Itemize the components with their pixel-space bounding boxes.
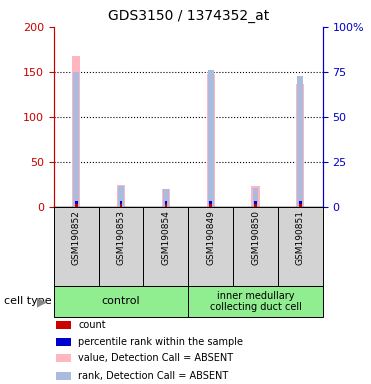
Text: GSM190854: GSM190854 xyxy=(161,210,170,265)
Bar xyxy=(144,207,188,286)
Bar xyxy=(99,207,144,286)
Text: GSM190849: GSM190849 xyxy=(206,210,215,265)
Bar xyxy=(299,204,302,207)
Bar xyxy=(56,354,71,362)
Bar xyxy=(56,338,71,346)
Bar xyxy=(164,200,167,204)
Bar xyxy=(188,207,233,286)
Bar xyxy=(54,207,99,286)
Bar xyxy=(252,186,260,207)
Bar xyxy=(207,74,215,207)
Bar xyxy=(278,207,323,286)
Bar xyxy=(188,286,323,317)
Bar xyxy=(296,84,304,207)
Bar xyxy=(209,204,212,207)
Bar xyxy=(163,189,169,207)
Bar xyxy=(298,76,303,207)
Text: GSM190851: GSM190851 xyxy=(296,210,305,265)
Text: percentile rank within the sample: percentile rank within the sample xyxy=(78,337,243,347)
Bar xyxy=(254,204,257,207)
Bar xyxy=(56,372,71,380)
Bar xyxy=(75,200,78,204)
Bar xyxy=(209,200,212,204)
Bar xyxy=(254,200,257,204)
Bar xyxy=(56,321,71,329)
Bar xyxy=(54,286,188,317)
Bar xyxy=(73,72,79,207)
Bar xyxy=(233,207,278,286)
Bar xyxy=(75,204,78,207)
Bar xyxy=(164,204,167,207)
Text: GSM190850: GSM190850 xyxy=(251,210,260,265)
Bar xyxy=(162,189,170,207)
Bar xyxy=(208,70,214,207)
Text: cell type: cell type xyxy=(4,296,51,306)
Text: rank, Detection Call = ABSENT: rank, Detection Call = ABSENT xyxy=(78,371,228,381)
Bar xyxy=(299,200,302,204)
Bar xyxy=(120,200,122,204)
Bar xyxy=(117,185,125,207)
Bar xyxy=(72,56,80,207)
Bar xyxy=(118,186,124,207)
Text: GSM190852: GSM190852 xyxy=(72,210,81,265)
Text: count: count xyxy=(78,320,106,330)
Bar xyxy=(120,204,122,207)
Text: control: control xyxy=(102,296,140,306)
Text: GSM190853: GSM190853 xyxy=(116,210,125,265)
Text: inner medullary
collecting duct cell: inner medullary collecting duct cell xyxy=(210,291,302,312)
Bar xyxy=(253,187,259,207)
Title: GDS3150 / 1374352_at: GDS3150 / 1374352_at xyxy=(108,9,269,23)
Text: ▶: ▶ xyxy=(37,295,46,308)
Text: value, Detection Call = ABSENT: value, Detection Call = ABSENT xyxy=(78,353,233,364)
